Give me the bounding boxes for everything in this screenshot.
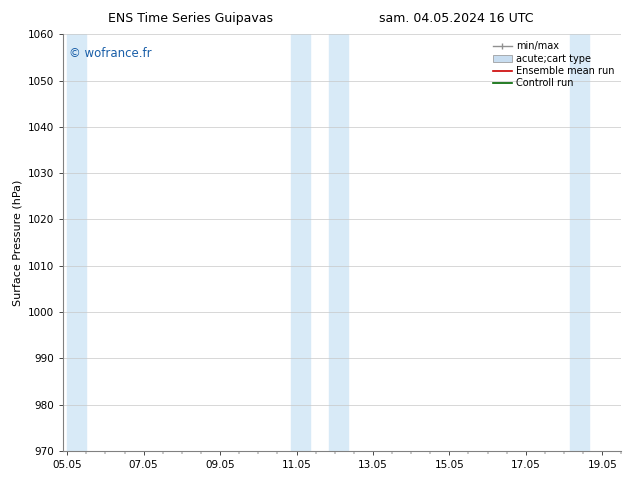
Text: ENS Time Series Guipavas: ENS Time Series Guipavas <box>108 12 273 25</box>
Bar <box>67 34 86 451</box>
Legend: min/max, acute;cart type, Ensemble mean run, Controll run: min/max, acute;cart type, Ensemble mean … <box>491 39 616 90</box>
Y-axis label: Surface Pressure (hPa): Surface Pressure (hPa) <box>13 179 23 306</box>
Text: sam. 04.05.2024 16 UTC: sam. 04.05.2024 16 UTC <box>379 12 534 25</box>
Text: © wofrance.fr: © wofrance.fr <box>69 47 152 60</box>
Bar <box>570 34 589 451</box>
Bar <box>329 34 348 451</box>
Bar <box>291 34 310 451</box>
